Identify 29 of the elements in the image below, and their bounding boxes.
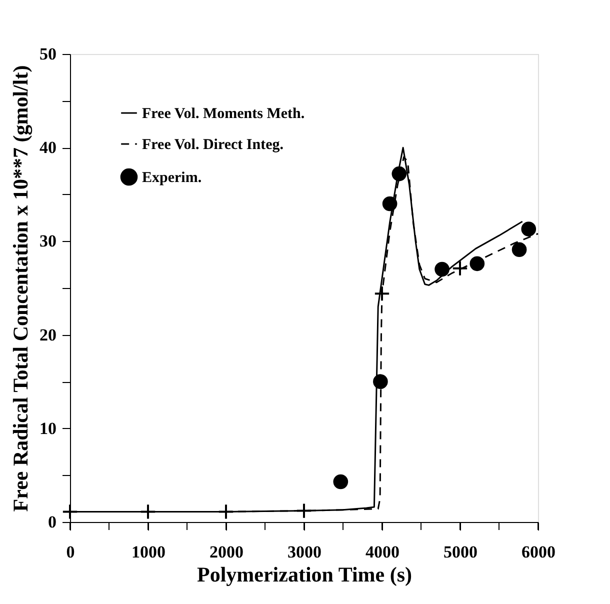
point: [452, 260, 468, 276]
legend-label: Experim.: [142, 170, 202, 186]
x-tick-label: 3000: [288, 542, 322, 562]
y-tick-label: 10: [40, 418, 56, 438]
point: [382, 196, 398, 212]
y-tick-label: 30: [40, 232, 56, 251]
x-tick-label: 4000: [366, 542, 400, 562]
y-tick-label: 50: [40, 44, 56, 64]
legend-label: Free Vol. Moments Meth.: [142, 106, 305, 122]
x-axis-title: Polymerization Time (s): [196, 562, 412, 586]
point: [296, 502, 312, 519]
point: [392, 166, 407, 182]
x-tick-label: 5000: [444, 542, 478, 562]
point: [470, 256, 485, 272]
point: [374, 286, 390, 302]
legend-label: Free Vol. Direct Integ.: [142, 137, 284, 153]
point: [512, 242, 527, 258]
point: [333, 474, 348, 490]
y-tick-label: 0: [48, 512, 56, 532]
x-tick-label: 2000: [210, 542, 244, 562]
y-tick-label: 20: [40, 325, 56, 344]
point: [434, 262, 450, 277]
x-tick-label: 6000: [522, 542, 556, 562]
x-tick-label: 1000: [132, 542, 166, 562]
y-tick-label: 40: [40, 138, 56, 158]
point: [521, 222, 536, 236]
point: [373, 374, 388, 389]
x-tick-label: 0: [66, 542, 75, 562]
y-axis-title: Free Radical Total Concentation x 10**7 (gmol/lt): [8, 65, 32, 512]
